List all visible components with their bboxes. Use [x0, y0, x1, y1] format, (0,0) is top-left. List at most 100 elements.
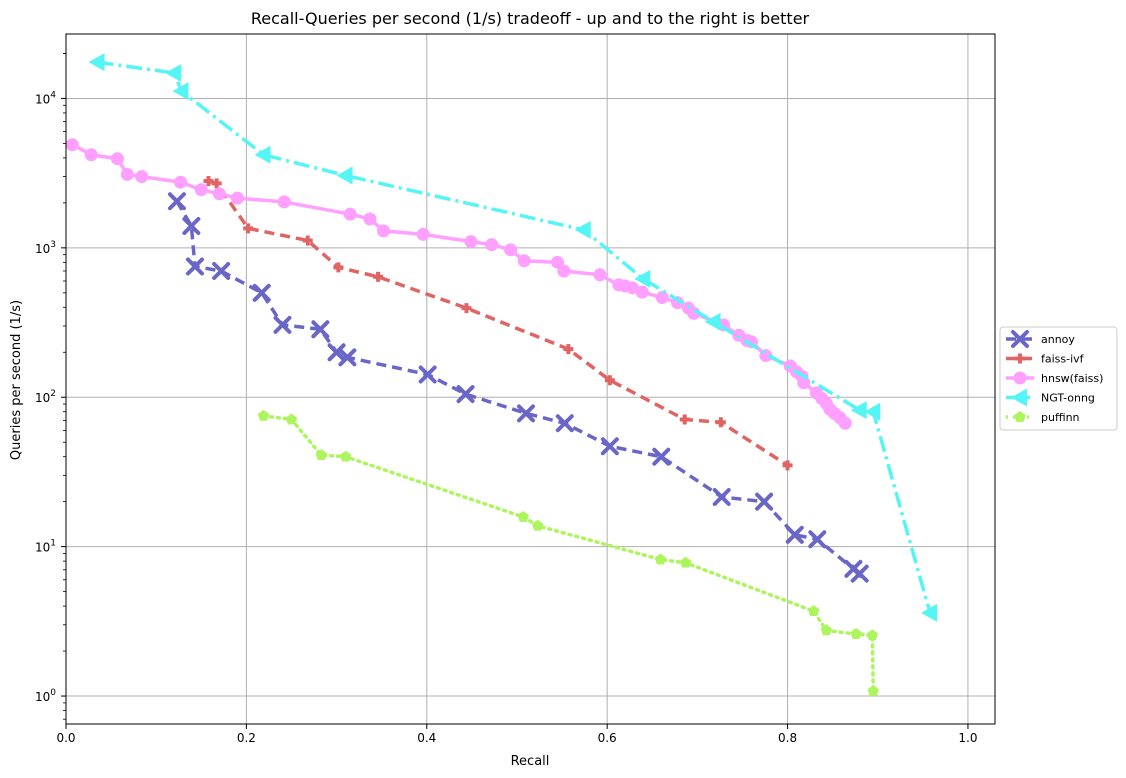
data-point-ngt-onng	[864, 402, 881, 421]
data-point-hnsw-faiss	[174, 175, 188, 189]
x-marker-stroke	[418, 365, 437, 384]
x-marker-stroke	[212, 261, 231, 280]
data-point-annoy	[755, 492, 774, 511]
x-tick-label: 0.0	[56, 731, 75, 745]
data-point-hnsw-faiss	[363, 212, 377, 226]
x-marker-stroke	[1011, 330, 1029, 348]
data-point-puffinn	[820, 624, 833, 636]
data-point-hnsw-faiss	[194, 183, 208, 197]
legend-entry-faiss-ivf: faiss-ivf	[1006, 353, 1085, 366]
legend-label-annoy: annoy	[1041, 333, 1075, 346]
data-point-hnsw-faiss	[135, 170, 149, 184]
data-point-annoy	[327, 343, 346, 362]
data-point-annoy	[338, 348, 357, 367]
data-point-puffinn	[679, 556, 692, 568]
data-point-faiss-ivf	[243, 223, 254, 234]
data-point-faiss-ivf	[782, 460, 793, 471]
x-marker-stroke	[456, 385, 475, 404]
x-tick-label: 1.0	[958, 731, 977, 745]
legend-entry-ngt-onng: NGT-onng	[1006, 388, 1095, 407]
data-point-faiss-ivf	[302, 235, 313, 246]
legend-label-hnsw-faiss: hnsw(faiss)	[1041, 372, 1103, 385]
legend-marker-puffinn	[1014, 411, 1026, 422]
x-marker-stroke	[555, 414, 574, 433]
data-point-puffinn	[532, 519, 544, 531]
plot-series	[65, 53, 938, 696]
data-point-ngt-onng	[165, 64, 182, 83]
data-point-annoy	[600, 437, 619, 456]
data-point-puffinn	[285, 413, 298, 425]
series-faiss-ivf	[203, 176, 793, 471]
x-marker-stroke	[252, 283, 271, 302]
data-point-puffinn	[867, 685, 879, 696]
data-point-annoy	[785, 525, 804, 544]
data-point-hnsw-faiss	[635, 285, 649, 299]
x-marker-stroke	[755, 492, 774, 511]
legend-label-puffinn: puffinn	[1041, 411, 1080, 424]
data-point-hnsw-faiss	[416, 227, 430, 241]
x-marker-stroke	[273, 315, 292, 334]
data-point-ngt-onng	[172, 82, 189, 101]
x-marker-stroke	[712, 487, 731, 506]
data-point-annoy	[652, 447, 671, 466]
legend-entry-annoy: annoy	[1006, 330, 1075, 348]
x-axis-label: Recall	[511, 754, 550, 769]
x-marker-stroke	[311, 320, 330, 339]
data-point-annoy	[555, 414, 574, 433]
data-point-puffinn	[315, 449, 327, 460]
data-point-faiss-ivf	[604, 375, 615, 386]
legend-marker-ngt-onng	[1011, 388, 1027, 407]
x-tick-label: 0.2	[237, 731, 256, 745]
data-point-hnsw-faiss	[65, 138, 79, 152]
x-marker-stroke	[338, 348, 357, 367]
data-point-hnsw-faiss	[84, 148, 98, 162]
data-point-ngt-onng	[88, 53, 105, 72]
data-point-hnsw-faiss	[625, 281, 639, 295]
data-point-hnsw-faiss	[504, 243, 518, 257]
x-marker-stroke	[516, 404, 535, 423]
data-point-faiss-ivf	[211, 178, 222, 189]
data-point-hnsw-faiss	[376, 224, 390, 238]
data-point-hnsw-faiss	[110, 152, 124, 166]
data-point-hnsw-faiss	[212, 187, 226, 201]
legend-marker-hnsw-faiss	[1013, 371, 1027, 385]
data-point-hnsw-faiss	[838, 416, 852, 430]
series-annoy	[167, 192, 869, 583]
data-point-faiss-ivf	[563, 344, 574, 355]
data-point-puffinn	[866, 629, 879, 641]
x-marker-stroke	[185, 257, 204, 276]
series-line-faiss-ivf	[208, 179, 789, 467]
data-point-ngt-onng	[336, 166, 353, 185]
data-point-annoy	[850, 564, 869, 583]
data-point-hnsw-faiss	[343, 207, 357, 221]
data-point-ngt-onng	[850, 401, 867, 420]
legend: annoy faiss-ivf hnsw(faiss) NGT-onng puffinn	[999, 326, 1118, 431]
data-point-puffinn	[339, 450, 352, 462]
data-point-puffinn	[654, 553, 667, 565]
x-marker-stroke	[182, 217, 201, 236]
data-point-ngt-onng	[704, 312, 721, 331]
x-marker-stroke	[167, 192, 186, 211]
data-point-annoy	[212, 261, 231, 280]
legend-label-ngt-onng: NGT-onng	[1041, 392, 1095, 405]
data-point-ngt-onng	[634, 269, 651, 288]
legend-entry-puffinn: puffinn	[1006, 411, 1080, 424]
data-point-annoy	[456, 385, 475, 404]
data-point-annoy	[311, 320, 330, 339]
legend-box	[999, 326, 1118, 431]
data-point-faiss-ivf	[679, 414, 690, 425]
data-point-annoy	[712, 487, 731, 506]
data-point-puffinn	[850, 628, 862, 639]
y-axis-label: Queries per second (1/s)	[9, 300, 24, 460]
series-puffinn	[257, 409, 879, 696]
data-point-faiss-ivf	[715, 417, 726, 428]
x-marker-stroke	[652, 447, 671, 466]
data-point-annoy	[273, 315, 292, 334]
x-marker-stroke	[785, 525, 804, 544]
legend-label-faiss-ivf: faiss-ivf	[1041, 353, 1085, 366]
data-point-hnsw-faiss	[557, 264, 571, 278]
series-ngt-onng	[88, 53, 938, 622]
x-tick-label: 0.4	[417, 731, 436, 745]
